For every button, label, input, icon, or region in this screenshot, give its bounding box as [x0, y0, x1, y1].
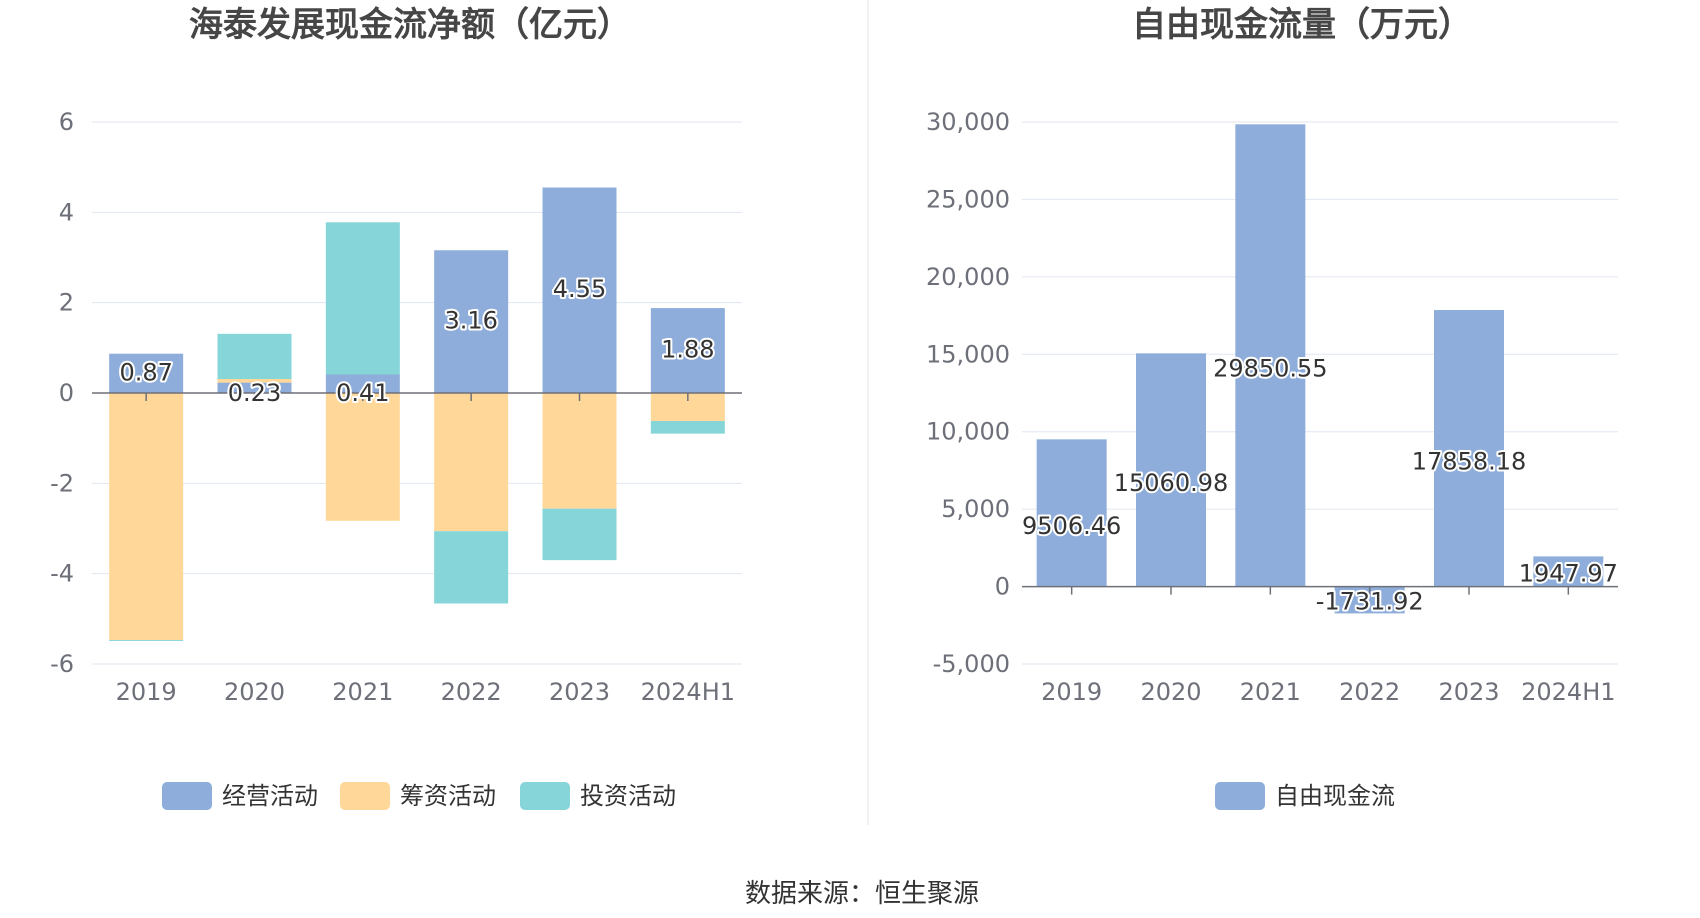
- data-label: 0.87: [119, 358, 172, 386]
- data-label: 1.88: [661, 336, 714, 364]
- y-tick-label: -5,000: [933, 650, 1010, 678]
- y-tick-label: 0: [995, 573, 1010, 601]
- bar-investing[interactable]: [542, 508, 617, 561]
- data-label: 29850.55: [1213, 354, 1328, 382]
- data-label: 9506.46: [1022, 512, 1121, 540]
- data-label: 15060.98: [1114, 469, 1229, 497]
- y-tick-label: -6: [50, 650, 74, 678]
- x-tick-label: 2021: [332, 678, 393, 706]
- legend-label-financing: 筹资活动: [400, 782, 496, 810]
- x-tick-label: 2021: [1240, 678, 1301, 706]
- bar-investing[interactable]: [217, 333, 292, 379]
- cashflow-axes: 6 4 2 0 -2 -4 -6 2019 2020 2021 2022 2023 2024H1: [50, 108, 742, 706]
- data-label: 0.41: [336, 379, 389, 407]
- bar-operating[interactable]: [650, 308, 725, 393]
- bar-financing[interactable]: [434, 393, 509, 532]
- data-label: 0.23: [228, 379, 281, 407]
- fcf-legend: 自由现金流: [1215, 782, 1395, 810]
- x-tick-label: 2020: [1140, 678, 1201, 706]
- cashflow-grid: [92, 121, 742, 665]
- data-source: 数据来源：恒生聚源: [745, 879, 979, 909]
- bar-investing[interactable]: [650, 421, 725, 434]
- fcf-bars: [1036, 124, 1604, 614]
- legend-item-operating[interactable]: 经营活动: [162, 782, 318, 810]
- bar-investing[interactable]: [434, 531, 509, 604]
- data-label: 4.55: [553, 275, 606, 303]
- y-tick-label: 25,000: [926, 185, 1010, 213]
- legend-label-investing: 投资活动: [580, 782, 676, 810]
- x-tick-label: 2022: [1339, 678, 1400, 706]
- cashflow-bars: [109, 187, 725, 641]
- data-label: -1731.92: [1316, 588, 1424, 616]
- legend-swatch-operating: [162, 782, 212, 810]
- legend-item-investing[interactable]: 投资活动: [520, 782, 676, 810]
- bar-financing[interactable]: [542, 393, 617, 509]
- bar-financing[interactable]: [325, 393, 400, 521]
- bar-operating[interactable]: [217, 382, 292, 393]
- bar-operating[interactable]: [434, 250, 509, 393]
- fcf-chart-title: 自由现金流量（万元）: [1132, 5, 1472, 45]
- x-tick-label: 2023: [1438, 678, 1499, 706]
- bar-operating[interactable]: [109, 353, 184, 393]
- x-tick-label: 2024H1: [641, 678, 735, 706]
- legend-item-fcf[interactable]: 自由现金流: [1215, 782, 1395, 810]
- bar-investing[interactable]: [109, 640, 184, 641]
- x-tick-label: 2024H1: [1521, 678, 1615, 706]
- bar-fcf[interactable]: [1434, 310, 1504, 587]
- bar-fcf[interactable]: [1136, 353, 1206, 587]
- bar-operating[interactable]: [542, 187, 617, 393]
- fcf-axes: 30,000 25,000 20,000 15,000 10,000 5,000 0 -5,0…: [926, 108, 1618, 706]
- legend-swatch-financing: [340, 782, 390, 810]
- bar-fcf[interactable]: [1235, 124, 1306, 587]
- legend-label-operating: 经营活动: [222, 782, 318, 810]
- cashflow-legend: 经营活动 筹资活动 投资活动: [162, 782, 676, 810]
- data-label: 1947.97: [1519, 560, 1618, 588]
- y-tick-label: 15,000: [926, 340, 1010, 368]
- legend-swatch-fcf: [1215, 782, 1265, 810]
- data-label: 3.16: [444, 307, 497, 335]
- y-tick-label: 4: [59, 198, 74, 226]
- cashflow-data-labels: 0.87 0.23 0.41 3.16 4.55 1.88: [117, 273, 716, 409]
- cashflow-chart-title: 海泰发展现金流净额（亿元）: [189, 5, 631, 45]
- y-tick-label: 10,000: [926, 418, 1010, 446]
- legend-item-financing[interactable]: 筹资活动: [340, 782, 496, 810]
- y-tick-label: -4: [50, 560, 74, 588]
- legend-label-fcf: 自由现金流: [1275, 782, 1395, 810]
- fcf-chart: 自由现金流量（万元） 30,000 25,000 20,000 15,000 10,00…: [926, 5, 1620, 810]
- bar-financing[interactable]: [109, 393, 184, 641]
- x-tick-label: 2022: [441, 678, 502, 706]
- x-tick-label: 2020: [224, 678, 285, 706]
- y-tick-label: 5,000: [941, 495, 1010, 523]
- y-tick-label: 30,000: [926, 108, 1010, 136]
- cashflow-chart: 海泰发展现金流净额（亿元） 6 4 2 0 -2 -4 -6 2019 2020 2021 2022…: [50, 5, 742, 810]
- y-tick-label: 6: [59, 108, 74, 136]
- bar-fcf[interactable]: [1533, 556, 1604, 587]
- x-tick-label: 2019: [116, 678, 177, 706]
- fcf-grid: [1022, 121, 1618, 665]
- legend-swatch-investing: [520, 782, 570, 810]
- fcf-data-labels: 9506.46 15060.98 29850.55 -1731.92 17858.18 1…: [1020, 352, 1620, 617]
- x-tick-label: 2019: [1041, 678, 1102, 706]
- y-tick-label: 20,000: [926, 263, 1010, 291]
- y-tick-label: 2: [59, 289, 74, 317]
- x-tick-label: 2023: [549, 678, 610, 706]
- y-tick-label: -2: [50, 469, 74, 497]
- bar-operating[interactable]: [325, 374, 400, 393]
- y-tick-label: 0: [59, 379, 74, 407]
- bar-financing[interactable]: [217, 378, 292, 383]
- bar-fcf[interactable]: [1036, 439, 1107, 587]
- data-label: 17858.18: [1412, 447, 1527, 475]
- bar-investing[interactable]: [325, 222, 400, 375]
